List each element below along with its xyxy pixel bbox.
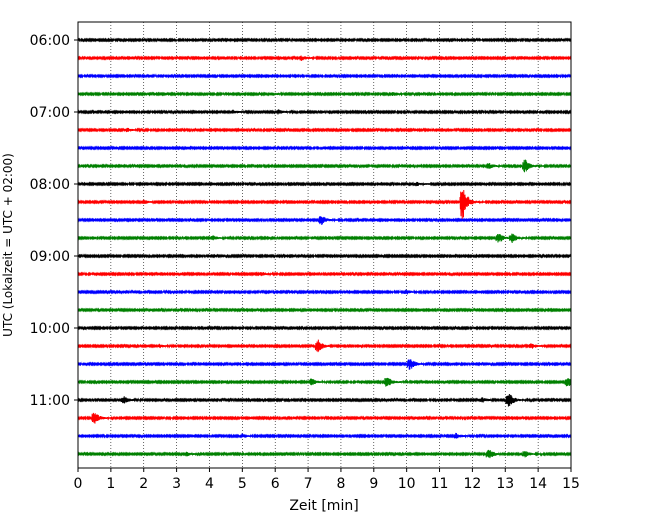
trace-0830 [77, 216, 572, 225]
trace-0900 [77, 253, 572, 259]
trace-0945 [77, 307, 572, 313]
trace-1100 [77, 394, 572, 407]
x-tick-label: 4 [205, 476, 214, 492]
traces [77, 37, 572, 459]
x-tick-label: 13 [496, 476, 514, 492]
x-tick-label: 5 [238, 476, 247, 492]
x-tick-label: 15 [562, 476, 580, 492]
trace-1130 [77, 432, 572, 439]
y-tick-label: 11:00 [30, 393, 70, 409]
x-tick-label: 0 [74, 476, 83, 492]
trace-0845 [77, 233, 572, 243]
trace-0600 [77, 37, 572, 43]
x-tick-label: 6 [271, 476, 280, 492]
y-tick-label: 08:00 [30, 177, 70, 193]
x-tick-label: 3 [172, 476, 181, 492]
trace-0930 [77, 289, 572, 295]
trace-1115 [77, 412, 572, 424]
y-tick-label: 10:00 [30, 321, 70, 337]
y-axis-label: UTC (Lokalzeit = UTC + 02:00) [1, 153, 15, 337]
x-tick-label: 2 [139, 476, 148, 492]
trace-1045 [77, 377, 572, 387]
trace-0745 [77, 159, 572, 173]
plot-frame [77, 21, 572, 469]
y-tick-label: 06:00 [30, 33, 70, 49]
plot-background [78, 22, 571, 468]
trace-0715 [77, 127, 572, 133]
y-tick-label: 09:00 [30, 249, 70, 265]
x-tick-label: 12 [463, 476, 481, 492]
x-axis-label: Zeit [min] [289, 498, 358, 514]
x-tick-label: 8 [336, 476, 345, 492]
trace-0800 [77, 181, 572, 187]
trace-0730 [77, 145, 572, 151]
grid [110, 22, 539, 468]
trace-0645 [77, 91, 572, 97]
x-tick-label: 7 [304, 476, 313, 492]
trace-0630 [77, 73, 572, 79]
trace-0915 [77, 271, 572, 277]
trace-0615 [77, 55, 572, 61]
x-axis: 0 1 2 3 4 5 6 7 8 9 10 11 12 13 14 15 [74, 468, 580, 492]
x-tick-label: 9 [369, 476, 378, 492]
trace-0700 [77, 109, 572, 115]
y-axis: 06:00 07:00 08:00 09:00 10:00 11:00 [30, 33, 78, 409]
trace-1145 [77, 449, 572, 459]
x-tick-label: 11 [431, 476, 449, 492]
x-tick-label: 10 [398, 476, 416, 492]
x-tick-label: 1 [106, 476, 115, 492]
trace-0815 [77, 189, 572, 220]
trace-1000 [77, 325, 572, 331]
x-tick-label: 14 [529, 476, 547, 492]
trace-1015 [77, 339, 572, 353]
trace-1030 [77, 359, 572, 370]
y-tick-label: 07:00 [30, 105, 70, 121]
